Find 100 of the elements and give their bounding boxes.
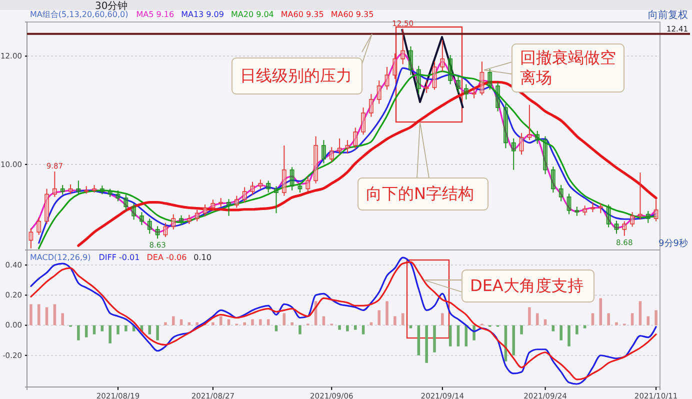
bar [227,319,230,326]
annotation: 回撤衰竭做空离场 [520,48,616,87]
bar [536,313,539,326]
candlestick [242,186,247,203]
candlestick [416,65,421,95]
bar [298,325,302,334]
bar [354,325,357,330]
bar [322,316,326,326]
candlestick [202,204,208,217]
candlestick [480,61,484,96]
candlestick [400,28,406,65]
candlestick [448,54,452,85]
candlestick [258,179,263,190]
bar [456,325,460,346]
bar [654,310,658,326]
bar [448,325,452,346]
bar [77,325,80,340]
candlestick [274,186,278,214]
candlestick [598,202,603,214]
candlestick [496,82,500,112]
bar [251,319,254,326]
candlestick [511,138,516,170]
text: MA20 9.04 [230,10,274,19]
text: DEA -0.06 [146,253,187,262]
bar [386,301,388,326]
candlestick [590,202,595,213]
bar [433,325,436,352]
candlestick [36,217,42,236]
bar [338,325,341,330]
candlestick [432,61,437,90]
candlestick [210,199,216,212]
candlestick [84,186,89,194]
bar [196,322,199,326]
text: 30分钟 [95,0,128,12]
bar [148,325,152,334]
candlestick [614,220,619,234]
candlestick [424,80,429,94]
candlestick [353,127,358,150]
bar [156,325,159,340]
candlestick [92,184,96,194]
candlestick [108,188,112,198]
bar [37,304,40,326]
candlestick [337,138,342,156]
bar [53,304,56,326]
candlestick [504,103,508,149]
annotation: 9分9秒 [658,238,688,249]
bar [583,325,586,328]
candlestick [60,184,65,196]
candlestick [369,94,374,118]
bar [568,325,570,346]
candlestick [282,144,286,196]
bar [243,322,246,326]
candlestick [456,76,460,94]
bar [417,325,420,356]
candlestick [266,180,271,194]
bar [646,316,650,326]
candlestick [646,210,650,224]
text: 向前复权 [648,9,688,21]
candlestick [187,214,192,225]
bar [290,322,294,326]
candlestick [194,209,200,222]
candlestick [155,226,160,240]
bar [441,313,444,326]
bar [370,322,373,326]
text: MA13 9.09 [181,10,224,19]
candlestick [100,185,104,195]
bar [591,313,594,326]
bar [560,325,562,340]
candlestick [76,180,81,195]
bar [92,325,96,334]
candlestick [440,39,445,72]
bar [100,325,104,332]
candlestick [226,198,231,216]
candlestick [527,104,532,141]
candlestick [464,84,468,100]
bar [401,313,404,326]
candlestick [290,166,294,191]
text: DIFF -0.01 [98,253,140,262]
candlestick [52,170,57,198]
legend-title: MA组合(5,13,20,60,60,0) [30,10,128,19]
candlestick [322,140,326,164]
annotation: 日线级别的压力 [240,66,352,85]
candlestick [116,190,120,202]
bar [84,325,88,338]
legend-title: MACD(12,26,9) [30,253,91,262]
bar [282,313,286,326]
bar [425,325,428,363]
candlestick [582,205,588,216]
bar [188,322,191,326]
annotation: DEA大角度支持 [470,276,584,295]
bar [394,316,396,326]
bar [266,319,270,326]
candlestick [306,176,310,192]
candlestick [361,107,366,136]
candlestick [606,204,611,228]
candlestick [566,193,572,215]
text: MA5 9.16 [136,10,174,19]
bar [259,319,262,326]
candlestick [329,146,334,162]
bar [520,325,523,334]
